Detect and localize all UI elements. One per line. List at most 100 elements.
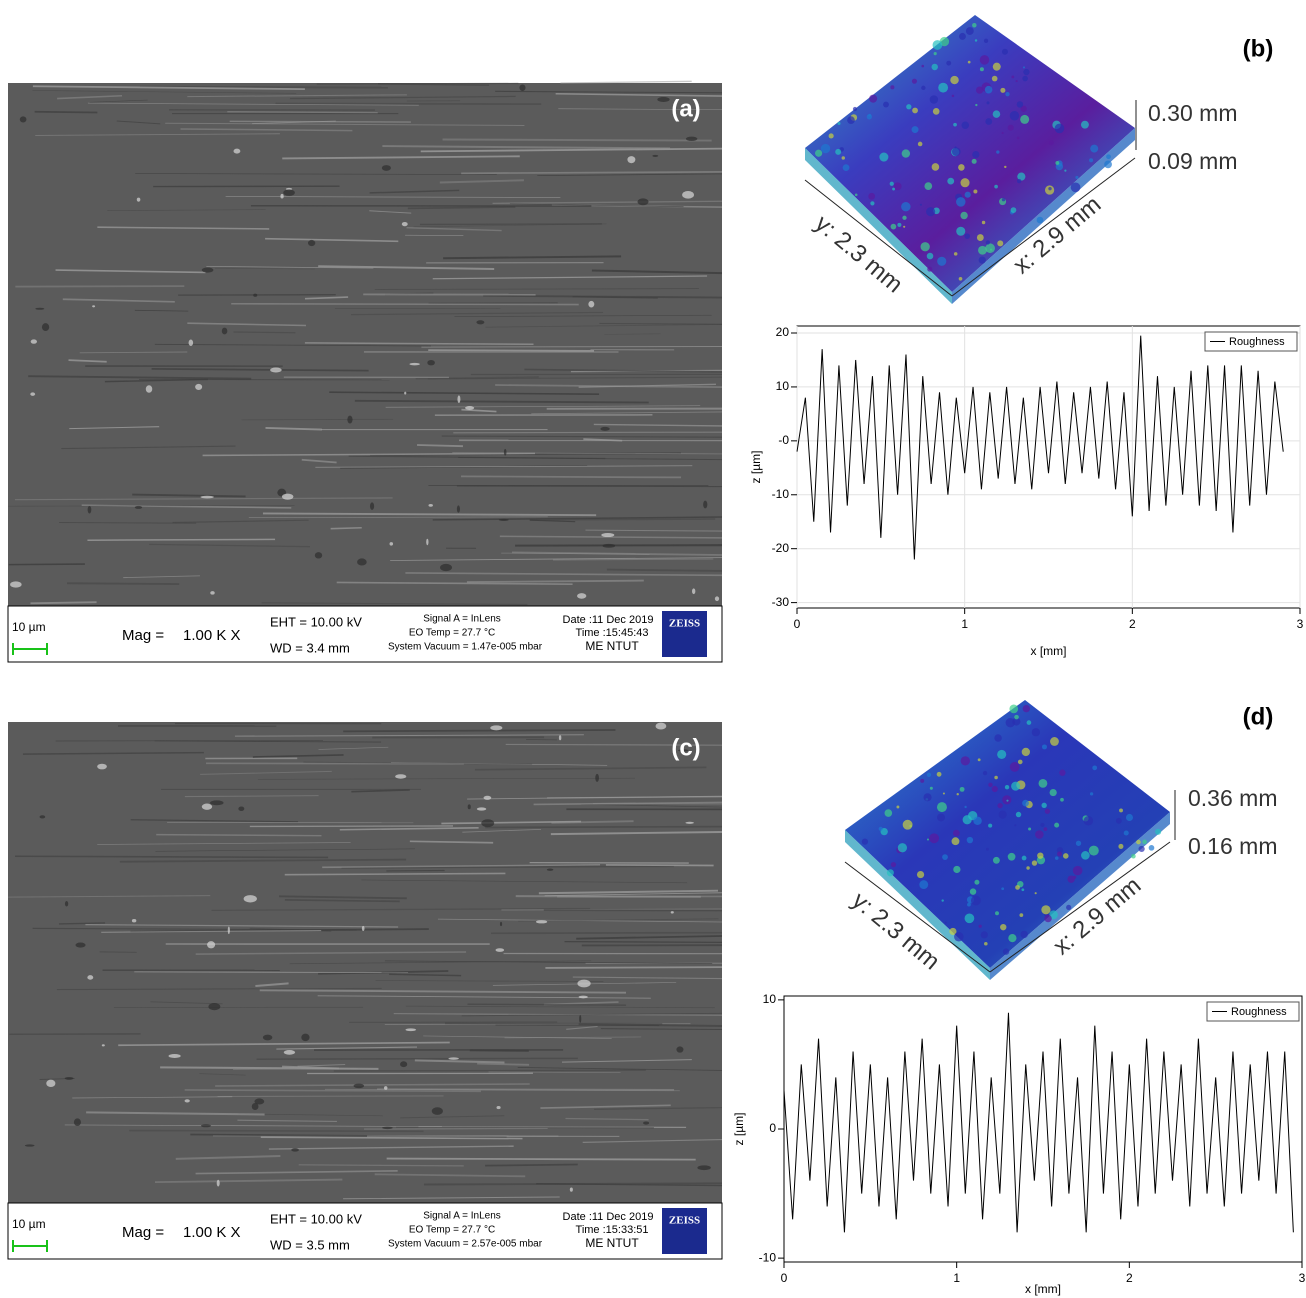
date: Date :11 Dec 2019 [563,1211,654,1223]
surface-speck [1016,136,1020,140]
sem-streak [87,102,419,106]
sem-streak [504,1036,642,1039]
sem-streak [538,889,719,895]
surface-speck [1007,852,1016,861]
sem-particle [97,763,107,770]
surface-speck [852,106,858,112]
sem-streak [282,1065,340,1070]
sem-particle [73,1118,82,1126]
sem-streak [233,331,296,334]
surface-speck [937,813,946,822]
sem-particle [627,156,636,164]
surface-speck [1054,856,1059,860]
surface-speck [929,786,933,790]
sem-streak [64,1124,442,1127]
surface-speck [1048,186,1052,191]
surface-speck [965,27,974,35]
surface-speck [1055,160,1060,165]
surface-speck [936,802,947,813]
surface-speck [815,149,823,157]
surface-speck [1041,802,1047,809]
sem-streak [116,120,161,125]
y-tick-label: -10 [759,1250,777,1264]
sem-particle [281,493,294,500]
surface-side [805,148,952,304]
sem-particle [384,1086,388,1090]
surface-speck [981,220,986,225]
surface-speck [906,104,912,110]
date: Date :11 Dec 2019 [563,614,654,626]
surface-speck [1015,811,1022,818]
scale-text: 10 µm [12,620,46,634]
sem-streak [499,535,723,539]
sem-streak [118,1041,450,1047]
sem-streak [423,1035,612,1039]
sem-streak [341,865,674,869]
surface-speck [1070,182,1081,193]
surface-speck [958,32,966,40]
surface-speck [1011,781,1021,791]
surface-speck [977,758,981,762]
surface-speck [985,240,991,245]
sem-particle [145,385,153,393]
surface-speck [956,226,966,236]
sem-particle [184,1099,190,1103]
sem-streak [560,80,692,84]
sem-particle [498,518,509,521]
sem-particle [448,1057,459,1060]
sem-streak [578,383,716,388]
sem-particle [270,367,282,373]
surface-speck [879,152,889,162]
surface-speck [991,75,998,82]
surface-speck [962,815,972,825]
sem-particle [657,97,670,103]
surface-speck [975,103,978,107]
surface-speck [1066,904,1072,911]
sem-streak [261,602,528,606]
sem-streak [517,1067,723,1071]
y-tick-label: -30 [772,595,790,609]
sem-particle [678,749,689,752]
sem-particle [465,406,475,410]
surface-speck [982,770,988,776]
sem-streak [231,302,579,306]
surface-speck [1019,913,1024,917]
surface-speck [917,141,923,147]
sem-streak [129,1129,424,1133]
x-tick-label: 0 [794,617,801,631]
surface-speck [964,233,971,240]
sem-particle [637,198,649,206]
sem-streak [581,803,723,808]
sem-streak [415,376,539,380]
surface-speck [1015,885,1020,890]
sem-particle [24,1144,35,1147]
surface-speck [1035,830,1044,839]
sem-streak [605,864,714,867]
sem-streak [485,1163,578,1167]
sem-streak [377,1088,675,1091]
surface-speck [1023,68,1030,76]
surface-speck [842,164,850,172]
x-axis-label: x [mm] [1025,1282,1061,1296]
sem-streak [604,333,661,335]
sem-streak [67,582,180,586]
sem-streak [536,1183,723,1187]
surface-speck [878,826,883,831]
surface-speck [992,110,1001,118]
logo [662,611,707,657]
sem-streak [81,504,292,509]
sem-streak [428,349,595,352]
sem-streak [336,581,573,585]
sem-streak [284,872,506,876]
sem-streak [134,971,409,973]
sem-particle [503,448,507,456]
surface-speck [1021,747,1030,757]
surface-speck [1064,169,1067,172]
sem-streak [351,789,410,793]
eo-temp: EO Temp = 27.7 °C [409,628,495,639]
surface-speck [997,749,1007,760]
surface-speck [936,771,942,777]
surface-speck [1148,845,1155,851]
sem-particle [682,190,695,199]
sem-streak [361,879,688,884]
